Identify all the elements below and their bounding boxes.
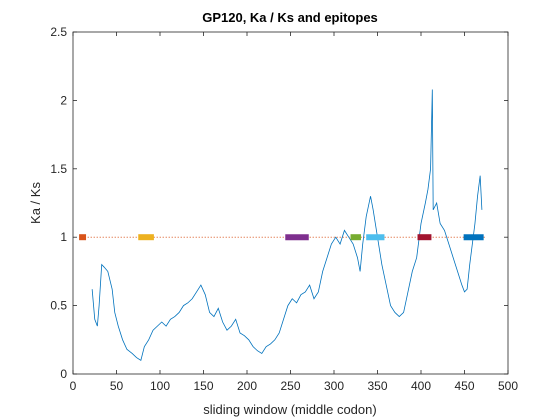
x-axis-label: sliding window (middle codon) [203, 402, 376, 417]
y-tick-label: 0 [60, 367, 67, 381]
x-tick-label: 50 [110, 379, 124, 393]
x-tick-label: 100 [150, 379, 170, 393]
y-tick-label: 2.5 [50, 25, 67, 39]
y-tick-label: 1.5 [50, 162, 67, 176]
x-tick-label: 150 [193, 379, 213, 393]
x-tick-label: 300 [324, 379, 344, 393]
x-tick-label: 350 [367, 379, 387, 393]
x-tick-label: 0 [70, 379, 77, 393]
data-line [91, 89, 483, 361]
x-tick-label: 200 [237, 379, 257, 393]
x-tick-label: 400 [411, 379, 431, 393]
chart-title: GP120, Ka / Ks and epitopes [202, 10, 378, 25]
plot-frame [72, 31, 509, 375]
x-tick-label: 250 [280, 379, 300, 393]
y-tick-label: 2 [60, 93, 67, 107]
y-tick-label: 1 [60, 230, 67, 244]
x-tick-label: 500 [498, 379, 518, 393]
y-axis-label: Ka / Ks [28, 182, 43, 224]
x-tick-label: 450 [454, 379, 474, 393]
y-tick-label: 0.5 [50, 299, 67, 313]
